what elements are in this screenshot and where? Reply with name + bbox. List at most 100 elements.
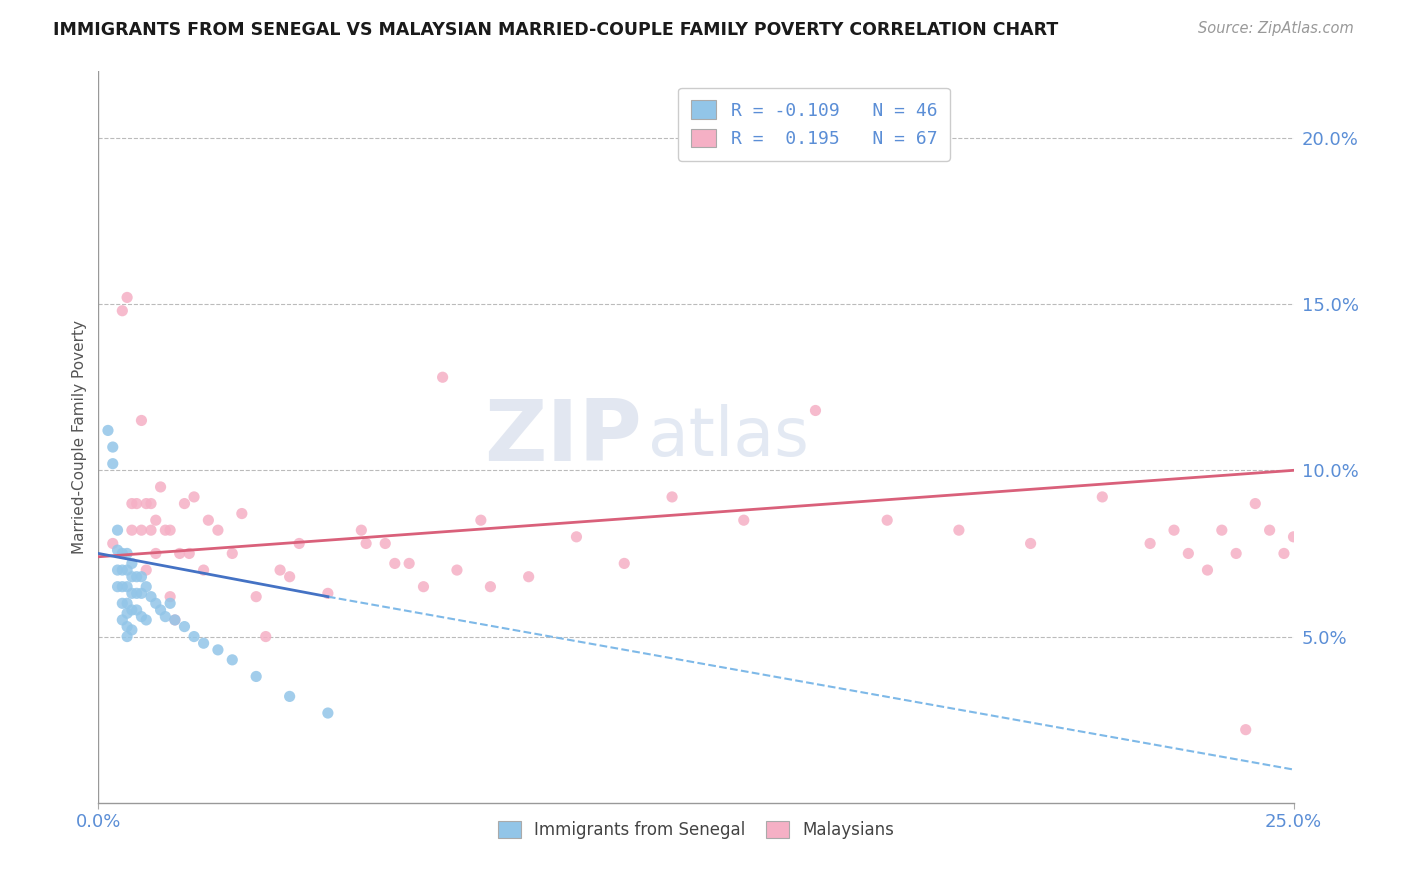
Legend: Immigrants from Senegal, Malaysians: Immigrants from Senegal, Malaysians [491,814,901,846]
Point [1234,723,1257,737]
Point [804,403,827,417]
Point [1302,563,1324,577]
Point [135,563,157,577]
Point [107,563,129,577]
Point [121,570,143,584]
Text: atlas: atlas [648,404,808,470]
Point [479,580,502,594]
Point [207,523,229,537]
Point [948,523,970,537]
Point [1244,497,1267,511]
Point [193,563,215,577]
Point [1282,530,1305,544]
Text: ZIP: ZIP [485,395,643,479]
Point [1272,546,1295,560]
Point [139,590,162,604]
Point [111,613,134,627]
Point [446,563,468,577]
Point [1197,563,1219,577]
Point [1139,536,1161,550]
Point [565,530,588,544]
Point [97,424,120,438]
Point [115,290,138,304]
Point [221,546,243,560]
Point [278,690,301,704]
Point [245,590,267,604]
Point [155,523,177,537]
Point [115,619,138,633]
Point [125,497,148,511]
Point [131,523,153,537]
Point [350,523,373,537]
Point [111,303,134,318]
Point [661,490,683,504]
Point [135,613,157,627]
Point [159,590,181,604]
Point [149,480,172,494]
Point [1292,546,1315,560]
Point [115,563,138,577]
Point [316,586,339,600]
Text: Source: ZipAtlas.com: Source: ZipAtlas.com [1198,21,1354,36]
Point [107,523,129,537]
Point [155,609,177,624]
Point [169,546,191,560]
Point [1225,546,1247,560]
Point [115,596,138,610]
Point [111,546,134,560]
Point [121,557,143,571]
Point [107,543,129,558]
Point [131,413,153,427]
Point [613,557,636,571]
Point [101,536,124,550]
Point [1177,546,1199,560]
Point [131,570,153,584]
Point [197,513,219,527]
Point [412,580,434,594]
Point [107,580,129,594]
Point [1163,523,1185,537]
Point [876,513,898,527]
Point [101,457,124,471]
Point [269,563,291,577]
Point [135,580,157,594]
Point [111,596,134,610]
Point [288,536,311,550]
Point [179,546,201,560]
Point [101,440,124,454]
Point [125,570,148,584]
Point [159,596,181,610]
Point [163,613,186,627]
Point [111,580,134,594]
Point [121,586,143,600]
Point [173,497,195,511]
Point [125,603,148,617]
Point [131,609,153,624]
Point [159,523,181,537]
Point [111,563,134,577]
Point [374,536,396,550]
Point [733,513,755,527]
Point [145,596,167,610]
Point [183,490,205,504]
Point [207,643,229,657]
Point [1258,523,1281,537]
Point [517,570,540,584]
Y-axis label: Married-Couple Family Poverty: Married-Couple Family Poverty [72,320,87,554]
Point [121,523,143,537]
Point [221,653,243,667]
Point [115,607,138,621]
Point [254,630,277,644]
Point [149,603,172,617]
Point [145,546,167,560]
Point [163,613,186,627]
Point [145,513,167,527]
Point [316,706,339,720]
Point [1211,523,1233,537]
Point [121,603,143,617]
Point [470,513,492,527]
Point [384,557,406,571]
Point [193,636,215,650]
Point [183,630,205,644]
Point [245,669,267,683]
